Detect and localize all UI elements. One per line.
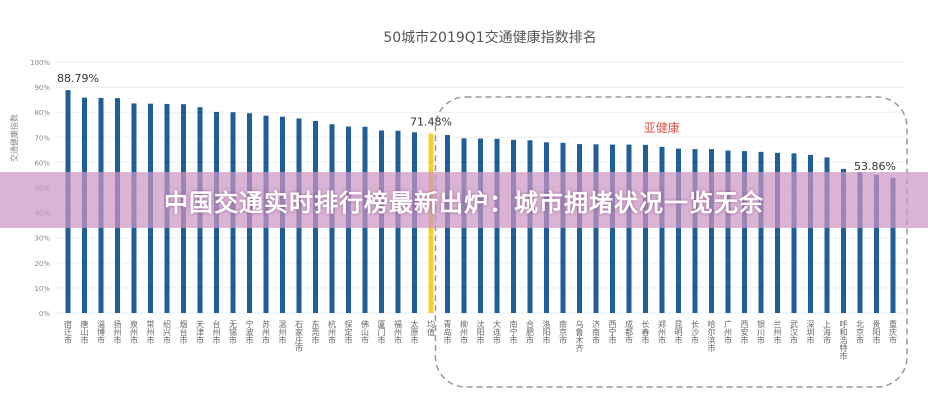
data-label: 53.86%	[854, 160, 896, 173]
headline-text: 中国交通实时排行榜最新出炉：城市拥堵状况一览无余	[164, 188, 764, 217]
x-tick-label: 柳州市	[460, 319, 469, 345]
y-tick-label: 100%	[30, 59, 50, 67]
bar	[626, 144, 632, 313]
x-tick-label: 昆明市	[674, 320, 683, 345]
x-tick-label: 厦门市	[377, 320, 386, 345]
x-tick-label: 泉州市	[130, 319, 139, 345]
bar	[610, 144, 615, 313]
bar	[676, 148, 681, 313]
bar	[742, 151, 747, 313]
x-tick-label: 扬州市	[113, 319, 122, 345]
x-tick-label: 广州市	[724, 319, 733, 345]
y-tick-label: 10%	[34, 285, 50, 293]
x-tick-label: 北京市	[856, 320, 865, 345]
headline-banner: 中国交通实时排行榜最新出炉：城市拥堵状况一览无余	[0, 172, 928, 228]
x-tick-label: 石家庄市	[295, 320, 304, 353]
bar	[874, 174, 879, 313]
bar	[643, 144, 648, 313]
bar	[725, 150, 731, 313]
data-label: 71.48%	[410, 116, 452, 129]
bar	[890, 177, 896, 313]
region-label: 亚健康	[644, 120, 680, 135]
x-tick-label: 沈阳市	[476, 319, 485, 345]
x-tick-label: 无锡市	[229, 320, 238, 345]
x-tick-label: 上海市	[823, 320, 832, 345]
x-tick-label: 苏州市	[262, 319, 271, 345]
x-tick-label: 银川市	[757, 319, 766, 345]
bar	[775, 152, 780, 313]
y-tick-label: 0%	[39, 310, 50, 318]
bar	[577, 144, 582, 313]
y-axis-label: 交通健康指数	[9, 114, 19, 162]
x-tick-label: 洛阳市	[542, 319, 551, 345]
bar	[808, 154, 813, 313]
x-tick-label: 呼和浩特市	[839, 319, 848, 361]
y-tick-label: 90%	[34, 84, 50, 92]
x-tick-label: 佛山市	[361, 319, 370, 345]
x-tick-label: 南宁市	[509, 319, 518, 345]
x-tick-label: 乌鲁木齐	[575, 319, 584, 353]
sub-health-region	[434, 96, 908, 388]
chart-title: 50城市2019Q1交通健康指数排名	[383, 29, 596, 46]
x-tick-label: 天津市	[196, 320, 205, 345]
x-tick-label: 济南市	[592, 319, 601, 345]
x-tick-label: 宿迁市	[64, 319, 73, 345]
x-tick-label: 贵阳市	[872, 319, 881, 345]
x-tick-label: 西安市	[740, 320, 749, 345]
x-tick-label: 太原市	[410, 319, 419, 345]
y-tick-label: 60%	[34, 159, 50, 167]
x-tick-label: 烟台市	[179, 320, 188, 345]
y-tick-label: 30%	[34, 235, 50, 243]
bar	[659, 146, 665, 313]
x-tick-label: 大连市	[493, 319, 502, 345]
x-tick-label: 重庆市	[889, 319, 898, 345]
bar	[857, 172, 863, 313]
x-tick-label: 长沙市	[691, 319, 700, 345]
x-tick-label: 温州市	[278, 320, 287, 345]
x-tick-label: 杭州市	[328, 319, 337, 345]
bar	[824, 157, 830, 313]
x-tick-label: 南京市	[559, 319, 568, 345]
x-tick-label: 武汉市	[790, 319, 799, 345]
x-tick-label: 青岛市	[443, 319, 452, 345]
bar	[692, 149, 698, 313]
bar	[758, 151, 764, 313]
x-tick-label: 哈尔滨市	[707, 319, 716, 353]
x-tick-label: 保定市	[344, 319, 353, 345]
x-tick-label: 宁波市	[245, 319, 254, 345]
data-label: 88.79%	[57, 72, 99, 85]
x-tick-label: 淄博市	[97, 319, 106, 345]
x-tick-label: 东莞市	[311, 319, 320, 345]
x-tick-label: 郑州市	[658, 319, 667, 345]
x-tick-label: 合肥市	[526, 319, 535, 345]
x-tick-label: 深圳市	[806, 320, 815, 345]
y-tick-label: 70%	[34, 134, 50, 142]
y-tick-label: 20%	[34, 260, 50, 268]
x-tick-label: 唐山市	[80, 319, 89, 345]
bar	[593, 144, 599, 313]
x-tick-label: 成都市	[625, 319, 634, 345]
x-tick-label: 兰州市	[773, 319, 782, 345]
x-tick-label: 福州市	[394, 320, 403, 345]
x-tick-label: 绍兴市	[163, 319, 172, 345]
bar	[709, 149, 714, 313]
bar	[791, 153, 797, 313]
x-tick-label: 台州市	[212, 319, 221, 345]
y-tick-label: 80%	[34, 109, 50, 117]
x-tick-label: 西宁市	[608, 320, 617, 345]
x-tick-label: 均值	[427, 319, 436, 337]
x-tick-label: 常州市	[146, 320, 155, 345]
bar	[841, 168, 846, 313]
x-tick-label: 长春市	[641, 319, 650, 345]
